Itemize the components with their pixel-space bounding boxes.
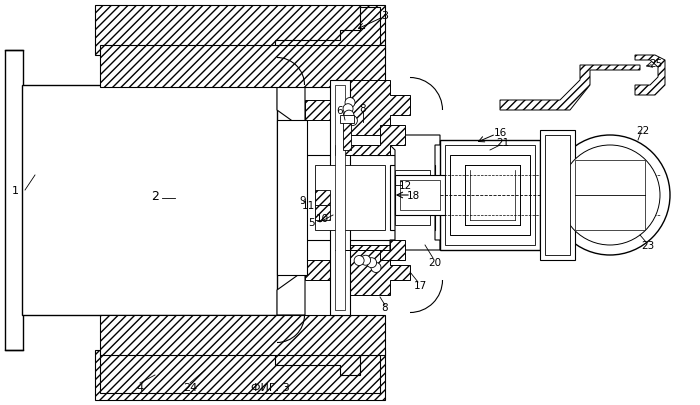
- Bar: [22, 86, 277, 315]
- Text: 12: 12: [398, 181, 412, 190]
- Bar: [440, 141, 540, 250]
- Text: 11: 11: [302, 200, 314, 211]
- Polygon shape: [100, 8, 380, 50]
- Text: 3: 3: [382, 11, 388, 21]
- Text: 16: 16: [494, 128, 507, 138]
- Circle shape: [371, 263, 381, 273]
- Text: 24: 24: [183, 382, 197, 392]
- Bar: [315, 166, 385, 230]
- Circle shape: [347, 116, 358, 126]
- Polygon shape: [315, 205, 330, 220]
- Bar: [305, 156, 395, 241]
- Text: 1: 1: [11, 185, 18, 196]
- Bar: [277, 121, 307, 275]
- Circle shape: [560, 146, 660, 245]
- Bar: [400, 181, 440, 211]
- Text: 22: 22: [636, 126, 650, 136]
- Circle shape: [360, 256, 370, 266]
- Circle shape: [343, 104, 353, 114]
- Text: 21: 21: [496, 138, 510, 148]
- Text: 18: 18: [407, 190, 419, 200]
- Bar: [330, 81, 350, 315]
- Circle shape: [354, 256, 364, 266]
- Polygon shape: [95, 350, 385, 400]
- Bar: [5, 51, 23, 350]
- Circle shape: [367, 258, 377, 268]
- Circle shape: [345, 98, 355, 108]
- Bar: [395, 175, 445, 215]
- Bar: [545, 136, 570, 256]
- Bar: [450, 156, 530, 235]
- Text: 8: 8: [360, 104, 366, 114]
- Bar: [335, 86, 345, 310]
- Bar: [445, 146, 535, 245]
- Text: 25: 25: [650, 59, 663, 69]
- Polygon shape: [100, 46, 385, 88]
- Circle shape: [550, 136, 670, 256]
- Bar: [343, 121, 351, 151]
- Text: 10: 10: [316, 213, 328, 224]
- Text: ФИГ. 3: ФИГ. 3: [251, 382, 289, 392]
- Polygon shape: [500, 66, 640, 111]
- Polygon shape: [390, 136, 440, 250]
- Polygon shape: [335, 126, 405, 156]
- Text: 20: 20: [428, 257, 442, 267]
- Bar: [395, 171, 430, 226]
- Text: 5: 5: [309, 217, 315, 228]
- Polygon shape: [305, 81, 410, 136]
- Bar: [540, 131, 575, 260]
- Text: 6: 6: [337, 106, 343, 116]
- Circle shape: [344, 111, 354, 121]
- Polygon shape: [277, 270, 305, 315]
- Bar: [340, 116, 354, 124]
- Polygon shape: [100, 353, 380, 393]
- Polygon shape: [315, 190, 330, 205]
- Polygon shape: [100, 315, 385, 355]
- Text: 2: 2: [151, 189, 159, 202]
- Bar: [390, 166, 435, 230]
- Text: 4: 4: [136, 382, 144, 392]
- Polygon shape: [635, 56, 665, 96]
- Bar: [575, 161, 645, 230]
- Text: 8: 8: [382, 302, 388, 312]
- Text: 23: 23: [641, 241, 654, 250]
- Polygon shape: [305, 245, 410, 295]
- Polygon shape: [95, 6, 385, 56]
- Text: 17: 17: [414, 280, 426, 290]
- Polygon shape: [277, 86, 305, 131]
- Polygon shape: [335, 241, 405, 260]
- Text: 9: 9: [300, 196, 307, 205]
